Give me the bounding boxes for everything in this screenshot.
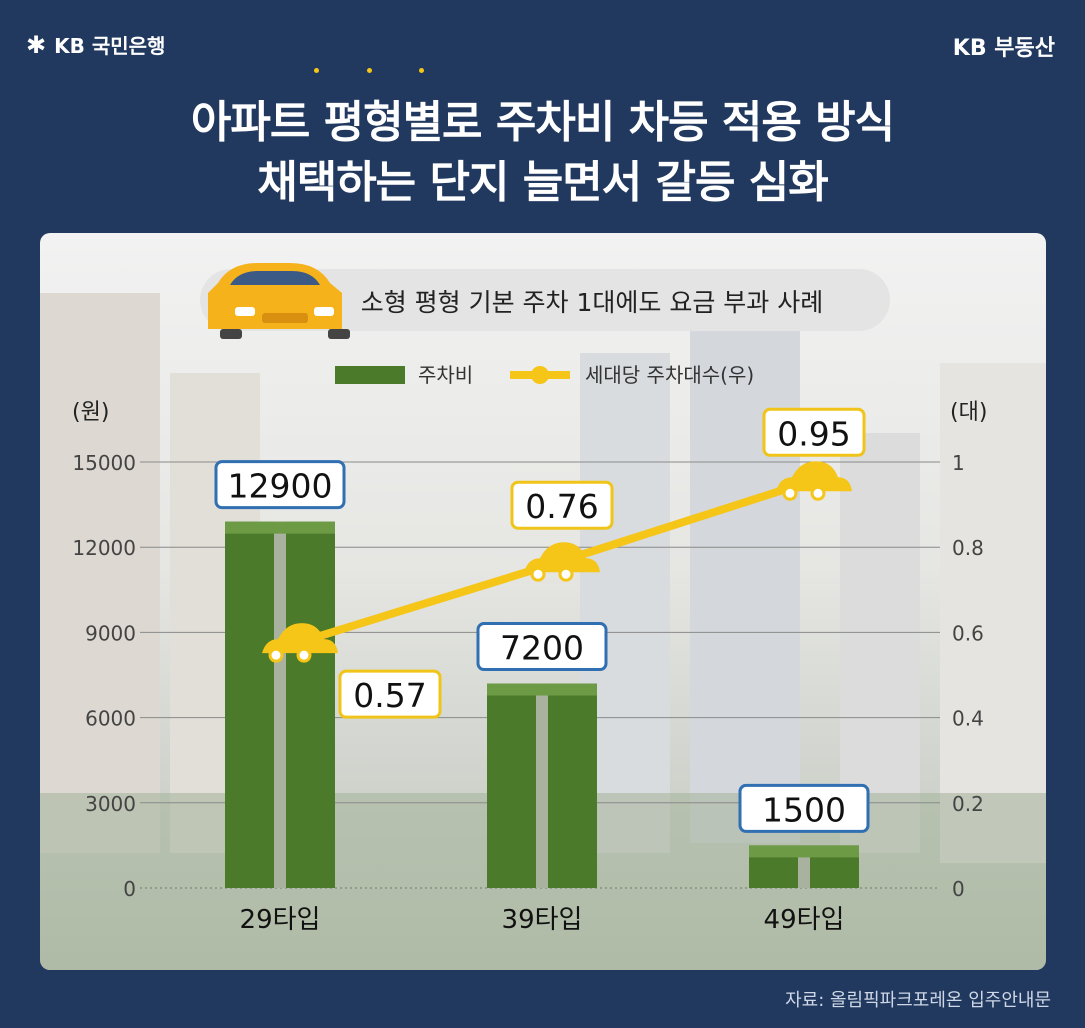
chart-title-pill: [200, 269, 890, 331]
bar-top-edge: [487, 683, 597, 696]
x-tick-label: 29타입: [240, 905, 321, 935]
y2-tick-label: 1: [952, 451, 965, 475]
y-tick-label: 12000: [72, 536, 136, 560]
title-emphasis-dots: [314, 68, 424, 73]
series-point-wheel: [296, 647, 312, 663]
series-point: [524, 542, 600, 573]
line-value-box: [762, 407, 866, 457]
legend-bar-label: 주차비: [418, 363, 473, 387]
x-tick-label: 39타입: [502, 905, 583, 935]
bar-top-edge: [225, 521, 335, 534]
y-tick-label: 15000: [72, 451, 136, 475]
car-icon: [208, 263, 350, 339]
bar-value-box: [476, 622, 608, 672]
y2-axis-label: (대): [950, 400, 987, 425]
y-axis-label: (원): [72, 400, 109, 425]
bar-band: [274, 521, 286, 888]
y2-tick-label: 0: [952, 877, 965, 901]
kb-star-icon: ✱: [26, 30, 47, 59]
bar-value-box: [738, 783, 870, 833]
bar-value-label: 1500: [762, 790, 846, 829]
y2-tick-label: 0.4: [952, 707, 984, 731]
legend-line-label: 세대당 주차대수(우): [585, 363, 754, 387]
bar-value-label: 12900: [228, 467, 333, 506]
series-point-wheel: [530, 566, 546, 582]
series-point-wheel: [268, 647, 284, 663]
source-note: 자료: 올림픽파크포레온 입주안내문: [785, 990, 1051, 1011]
y2-tick-label: 0.6: [952, 621, 984, 645]
chart-title: 소형 평형 기본 주차 1대에도 요금 부과 사례: [361, 288, 824, 317]
line-value-box: [338, 669, 442, 719]
y-tick-label: 3000: [85, 792, 136, 816]
series-point: [776, 461, 852, 492]
line-value-label: 0.76: [525, 487, 598, 526]
bar-band: [536, 683, 548, 888]
page-title-line1: 아파트 평형별로 주차비 차등 적용 방식: [190, 97, 895, 148]
legend-bar-swatch: [335, 366, 405, 384]
line-value-box: [510, 480, 614, 530]
series-point-wheel: [558, 566, 574, 582]
page-title-line2: 채택하는 단지 늘면서 갈등 심화: [257, 157, 829, 208]
kb-bank-logo: ✱ KB 국민은행: [26, 30, 165, 59]
y2-tick-label: 0.2: [952, 792, 984, 816]
bank-logo-text: KB 국민은행: [54, 34, 166, 58]
series-point-wheel: [810, 485, 826, 501]
line-value-label: 0.57: [353, 676, 426, 715]
brand-logo: KB 부동산: [952, 36, 1055, 61]
line-value-label: 0.95: [777, 414, 850, 453]
y2-tick-label: 0.8: [952, 536, 984, 560]
series-point-wheel: [782, 485, 798, 501]
legend-line-marker: [531, 366, 549, 384]
y-tick-label: 9000: [85, 621, 136, 645]
series-point: [262, 623, 338, 654]
bar-top-edge: [749, 845, 859, 858]
bar-value-label: 7200: [500, 629, 584, 668]
y-tick-label: 0: [123, 877, 136, 901]
y-tick-label: 6000: [85, 707, 136, 731]
x-tick-label: 49타입: [764, 905, 845, 935]
bar-value-box: [214, 460, 346, 510]
